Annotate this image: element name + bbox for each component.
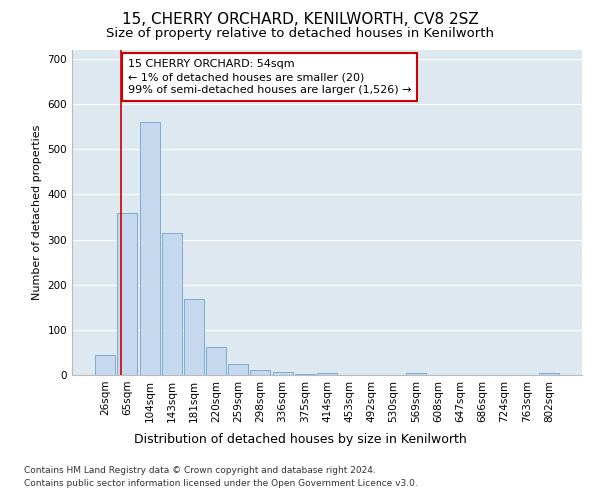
Text: 15, CHERRY ORCHARD, KENILWORTH, CV8 2SZ: 15, CHERRY ORCHARD, KENILWORTH, CV8 2SZ [122,12,478,28]
Text: Contains public sector information licensed under the Open Government Licence v3: Contains public sector information licen… [24,479,418,488]
Bar [317,372,337,375]
Bar [228,364,248,375]
Bar [272,372,293,375]
Bar [539,373,559,375]
Text: 15 CHERRY ORCHARD: 54sqm
← 1% of detached houses are smaller (20)
99% of semi-de: 15 CHERRY ORCHARD: 54sqm ← 1% of detache… [128,59,411,96]
Bar [295,374,315,375]
Bar [118,212,137,375]
Bar [406,372,426,375]
Text: Size of property relative to detached houses in Kenilworth: Size of property relative to detached ho… [106,28,494,40]
Text: Distribution of detached houses by size in Kenilworth: Distribution of detached houses by size … [134,432,466,446]
Text: Contains HM Land Registry data © Crown copyright and database right 2024.: Contains HM Land Registry data © Crown c… [24,466,376,475]
Bar [184,299,204,375]
Bar [206,347,226,375]
Bar [162,233,182,375]
Y-axis label: Number of detached properties: Number of detached properties [32,125,42,300]
Bar [140,122,160,375]
Bar [250,370,271,375]
Bar [95,354,115,375]
